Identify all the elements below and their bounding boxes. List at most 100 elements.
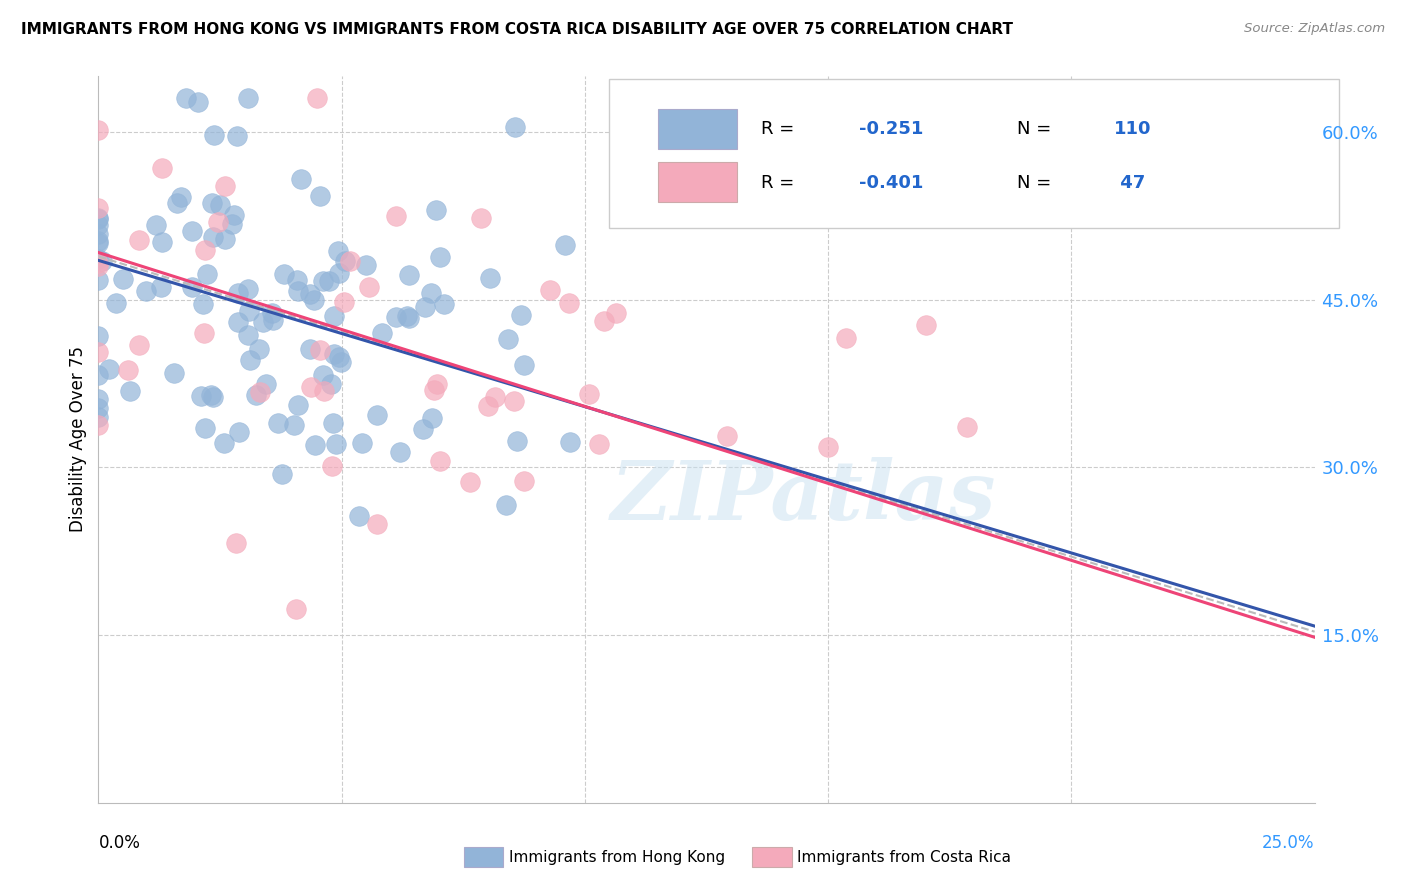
Point (426, 376, 449, 391)
Point (429, 453, 451, 467)
Point (202, 128, 225, 143)
Point (429, 250, 451, 264)
Point (87, 273, 110, 287)
Point (321, 458, 343, 473)
Point (267, 416, 290, 430)
Point (87, 410, 110, 425)
Point (214, 232, 236, 246)
Point (312, 384, 335, 398)
Text: 47: 47 (1114, 174, 1146, 192)
Point (163, 366, 186, 380)
Y-axis label: Disability Age Over 75: Disability Age Over 75 (69, 346, 87, 533)
Point (478, 270, 501, 285)
Point (322, 310, 344, 324)
Point (512, 358, 534, 372)
Text: ZIPatlas: ZIPatlas (612, 458, 997, 538)
Point (87, 328, 110, 343)
Point (262, 312, 284, 326)
Point (87, 418, 110, 433)
Point (170, 190, 193, 204)
Point (470, 211, 492, 225)
Point (87, 122, 110, 136)
Point (149, 279, 172, 293)
Point (290, 172, 312, 186)
Point (228, 425, 250, 439)
Point (238, 303, 260, 318)
Point (118, 384, 141, 399)
Point (298, 287, 321, 301)
Point (193, 326, 215, 340)
Point (287, 285, 309, 299)
Point (304, 437, 326, 451)
Point (87, 212, 110, 227)
Point (197, 267, 219, 281)
Point (588, 437, 610, 451)
Point (309, 189, 332, 203)
Point (87, 392, 110, 407)
Point (112, 272, 135, 286)
Point (425, 202, 447, 217)
Point (413, 300, 436, 314)
Point (285, 273, 308, 287)
Point (347, 509, 370, 524)
Point (371, 326, 394, 340)
FancyBboxPatch shape (609, 79, 1339, 228)
Point (236, 281, 259, 295)
Point (433, 297, 456, 311)
Point (193, 297, 215, 311)
Point (412, 421, 434, 435)
Point (357, 280, 380, 294)
Point (299, 380, 322, 394)
Point (87, 252, 110, 266)
Point (207, 215, 229, 229)
Point (299, 343, 322, 357)
Point (328, 265, 350, 279)
Point (254, 377, 277, 392)
Point (578, 387, 600, 401)
Point (87, 218, 110, 232)
Point (554, 237, 576, 252)
Point (194, 243, 217, 257)
Point (239, 352, 262, 367)
Point (283, 417, 305, 432)
Point (817, 440, 839, 454)
Text: -0.251: -0.251 (859, 120, 922, 138)
Point (214, 179, 236, 194)
Point (350, 436, 373, 450)
Point (284, 601, 307, 615)
Point (312, 274, 335, 288)
Point (202, 229, 225, 244)
Point (398, 268, 420, 283)
Point (145, 218, 167, 232)
Point (321, 376, 343, 391)
Point (87, 259, 110, 273)
Point (225, 129, 247, 144)
Point (326, 244, 349, 258)
Point (226, 315, 249, 329)
Point (328, 350, 350, 364)
Point (538, 283, 561, 297)
Point (605, 306, 627, 320)
Point (247, 342, 270, 356)
Point (496, 332, 519, 346)
Point (503, 120, 526, 135)
Text: Source: ZipAtlas.com: Source: ZipAtlas.com (1244, 22, 1385, 36)
Point (181, 224, 204, 238)
Point (835, 331, 858, 345)
Point (252, 315, 274, 329)
Point (166, 196, 188, 211)
Text: N =: N = (1017, 174, 1057, 192)
Point (560, 434, 582, 449)
Point (318, 274, 340, 288)
Text: Immigrants from Hong Kong: Immigrants from Hong Kong (509, 850, 725, 864)
Point (212, 436, 235, 450)
Point (87, 234, 110, 248)
Point (236, 91, 259, 105)
Point (419, 286, 441, 301)
Point (135, 284, 157, 298)
Point (200, 388, 222, 402)
Point (332, 295, 354, 310)
Point (128, 233, 150, 247)
Point (716, 429, 738, 443)
Point (325, 436, 347, 450)
